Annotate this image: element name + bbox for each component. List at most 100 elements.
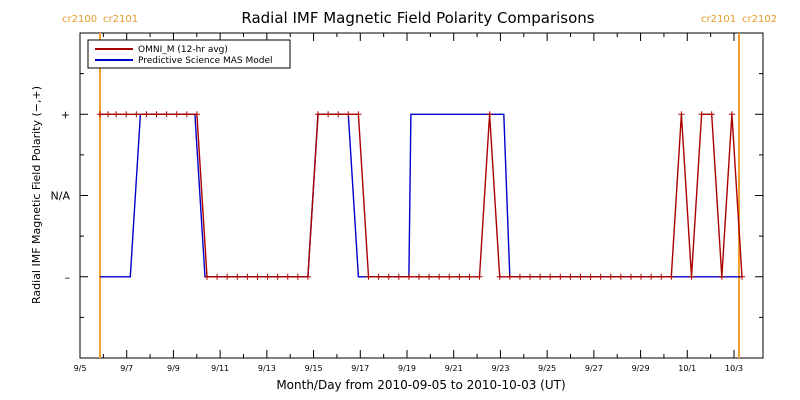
data-point-marker xyxy=(648,273,655,280)
data-point-marker xyxy=(496,273,503,280)
data-point-marker xyxy=(365,273,372,280)
data-point-marker xyxy=(506,273,513,280)
x-tick-labels: 9/5 9/7 9/9 9/11 9/13 9/15 9/17 9/19 9/21 9/23 9/2… xyxy=(74,364,743,373)
data-point-marker xyxy=(728,111,735,118)
data-point-marker xyxy=(105,111,112,118)
data-point-marker xyxy=(537,273,544,280)
y-axis-title: Radial IMF Magnetic Field Polarity (−,+) xyxy=(30,86,43,304)
series-layer xyxy=(97,111,745,280)
data-point-marker xyxy=(113,111,120,118)
legend-label-omni: OMNI_M (12-hr avg) xyxy=(138,45,228,55)
data-point-marker xyxy=(405,273,412,280)
data-point-marker xyxy=(678,111,685,118)
data-point-marker xyxy=(163,111,170,118)
data-point-marker xyxy=(395,273,402,280)
carrington-label-right: cr2101 xyxy=(103,14,138,25)
data-point-marker xyxy=(345,111,352,118)
data-point-marker xyxy=(325,111,332,118)
x-tick-label: 9/23 xyxy=(491,364,509,373)
data-point-marker xyxy=(597,273,604,280)
data-point-marker xyxy=(133,111,140,118)
data-point-marker xyxy=(557,273,564,280)
data-point-marker xyxy=(617,273,624,280)
data-point-marker xyxy=(567,273,574,280)
data-point-marker xyxy=(627,273,634,280)
chart-title: Radial IMF Magnetic Field Polarity Compa… xyxy=(241,9,594,27)
x-tick-label: 9/9 xyxy=(167,364,180,373)
data-point-marker xyxy=(304,273,311,280)
x-tick-label: 9/17 xyxy=(351,364,369,373)
data-point-marker xyxy=(456,273,463,280)
data-point-marker xyxy=(466,273,473,280)
data-point-marker xyxy=(688,273,695,280)
x-tick-label: 10/1 xyxy=(678,364,696,373)
data-point-marker xyxy=(143,111,150,118)
x-tick-label: 10/3 xyxy=(725,364,743,373)
data-point-marker xyxy=(486,111,493,118)
x-tick-label: 9/25 xyxy=(538,364,556,373)
legend-box xyxy=(87,39,291,69)
x-tick-label: 9/27 xyxy=(585,364,603,373)
data-point-marker xyxy=(254,273,261,280)
data-point-marker xyxy=(274,273,281,280)
data-point-marker xyxy=(123,111,130,118)
data-point-marker xyxy=(153,111,160,118)
data-point-marker xyxy=(193,111,200,118)
data-point-marker xyxy=(577,273,584,280)
data-point-marker xyxy=(284,273,291,280)
data-point-marker xyxy=(264,273,271,280)
data-point-marker xyxy=(658,273,665,280)
carrington-rotation-layer: cr2100 cr2101 cr2101 cr2102 xyxy=(62,14,777,358)
data-point-marker xyxy=(547,273,554,280)
carrington-label-right: cr2102 xyxy=(742,14,777,25)
x-tick-label: 9/29 xyxy=(632,364,650,373)
y-tick-label: + xyxy=(61,108,70,121)
carrington-label-left: cr2101 xyxy=(701,14,736,25)
y-tick-labels: + N/A – xyxy=(51,108,71,284)
y-tick-label: – xyxy=(65,271,71,284)
x-tick-label: 9/21 xyxy=(445,364,463,373)
data-point-marker xyxy=(183,111,190,118)
data-point-marker xyxy=(204,273,210,280)
x-tick-label: 9/7 xyxy=(120,364,133,373)
data-point-marker xyxy=(385,273,392,280)
data-point-marker xyxy=(527,273,534,280)
data-point-marker xyxy=(638,273,645,280)
data-point-marker xyxy=(668,273,675,280)
data-point-marker xyxy=(708,111,715,118)
data-point-marker xyxy=(173,111,180,118)
data-point-marker xyxy=(315,111,322,118)
data-point-marker xyxy=(415,273,422,280)
x-tick-label: 9/15 xyxy=(305,364,323,373)
data-point-marker xyxy=(97,111,103,118)
data-point-marker xyxy=(698,111,705,118)
data-point-marker xyxy=(244,273,251,280)
x-axis-title: Month/Day from 2010-09-05 to 2010-10-03 … xyxy=(276,378,565,392)
data-point-marker xyxy=(214,273,221,280)
x-tick-label: 9/11 xyxy=(211,364,229,373)
data-point-marker xyxy=(294,273,301,280)
x-tick-label: 9/19 xyxy=(398,364,416,373)
data-point-marker xyxy=(355,111,362,118)
data-point-marker xyxy=(436,273,443,280)
x-tick-label: 9/5 xyxy=(74,364,87,373)
data-point-marker xyxy=(607,273,614,280)
data-point-marker xyxy=(234,273,241,280)
legend-label-mas: Predictive Science MAS Model xyxy=(138,56,273,66)
data-point-marker xyxy=(335,111,342,118)
carrington-label-left: cr2100 xyxy=(62,14,97,25)
data-point-marker xyxy=(426,273,433,280)
data-point-marker xyxy=(476,273,483,280)
data-point-marker xyxy=(739,273,745,280)
legend: OMNI_M (12-hr avg) Predictive Science MA… xyxy=(87,39,291,69)
data-point-marker xyxy=(718,273,725,280)
data-point-marker xyxy=(587,273,594,280)
data-point-marker xyxy=(446,273,453,280)
data-point-marker xyxy=(516,273,523,280)
data-point-marker xyxy=(224,273,231,280)
x-tick-label: 9/13 xyxy=(258,364,276,373)
y-tick-label: N/A xyxy=(51,190,71,203)
data-point-marker xyxy=(375,273,382,280)
tick-layer xyxy=(79,33,763,358)
